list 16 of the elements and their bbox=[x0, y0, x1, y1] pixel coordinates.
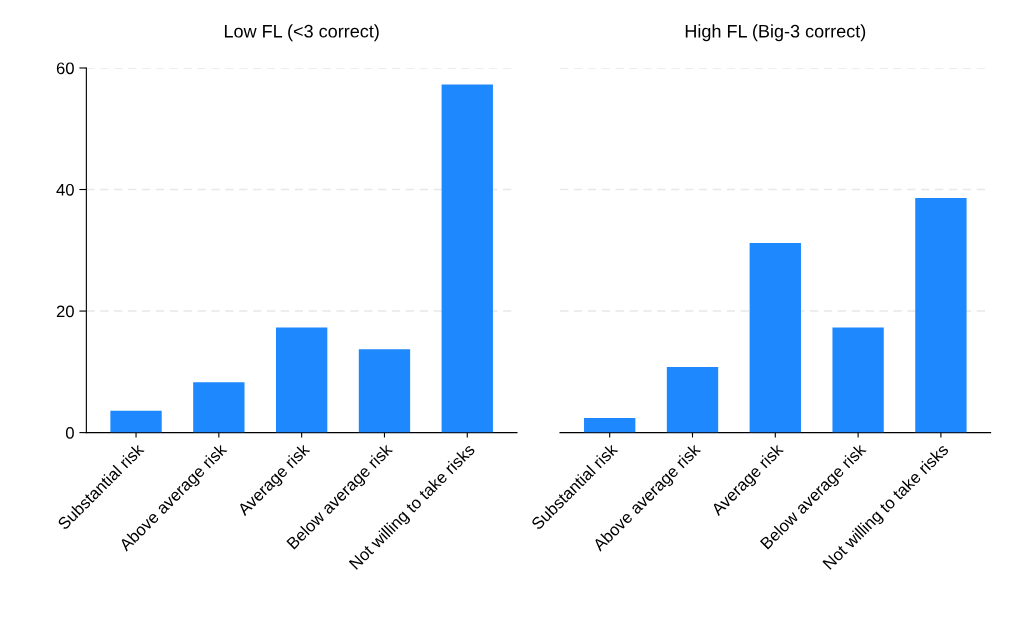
y-tick-label: 20 bbox=[56, 305, 74, 318]
bar bbox=[584, 418, 636, 433]
bar bbox=[358, 349, 411, 433]
y-tick-label: 40 bbox=[56, 183, 74, 196]
bar bbox=[832, 327, 884, 433]
y-tick-label: 0 bbox=[65, 427, 74, 439]
bar bbox=[441, 84, 493, 433]
bar bbox=[915, 198, 967, 433]
bar bbox=[193, 382, 245, 433]
chart-title: High FL (Big-3 correct) bbox=[685, 24, 866, 42]
bar bbox=[275, 327, 328, 433]
bar bbox=[110, 410, 162, 433]
y-tick-label: 60 bbox=[56, 62, 74, 75]
bar bbox=[666, 366, 719, 433]
bar bbox=[749, 243, 801, 433]
chart-title: Low FL (<3 correct) bbox=[224, 24, 379, 42]
